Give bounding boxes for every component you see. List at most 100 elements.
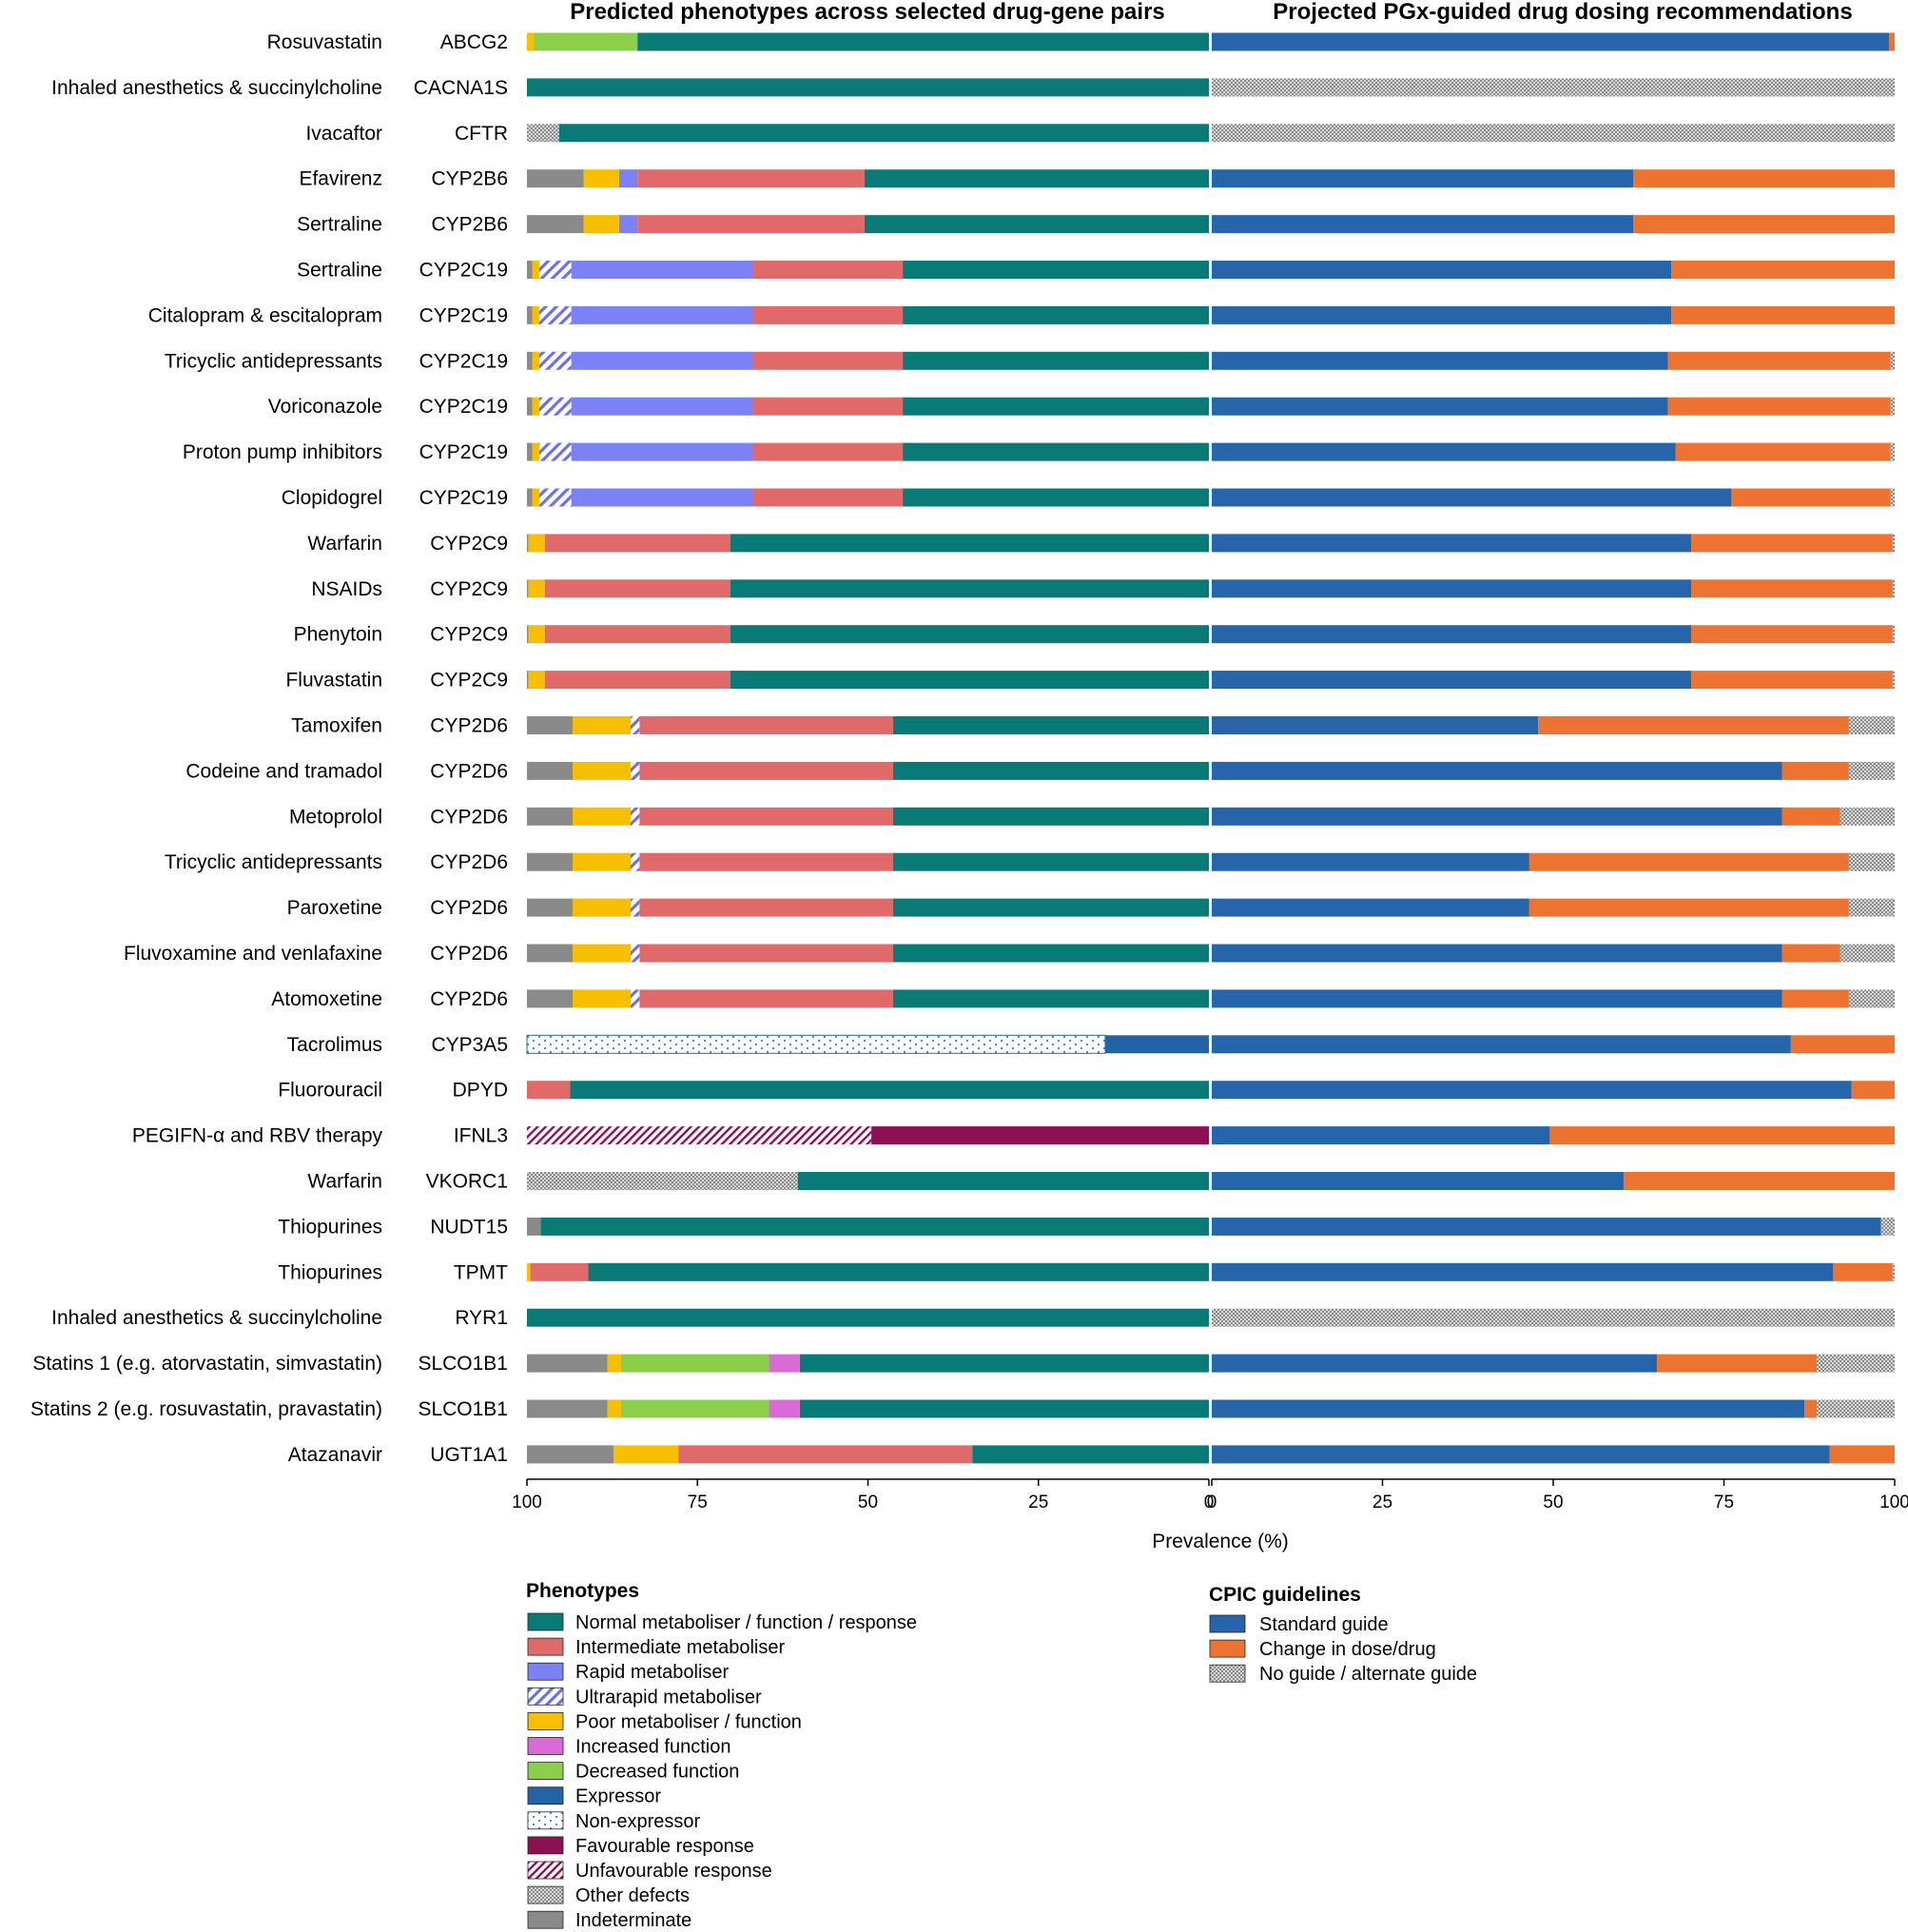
cpic-bar-no-guide-alternate-guide [1817, 1354, 1895, 1373]
cpic-bar-standard-guide [1212, 305, 1672, 324]
phenotype-bar-poor-metaboliser-function [573, 761, 631, 780]
cpic-bar-standard-guide [1212, 625, 1692, 644]
left-tick-label: 0 [1204, 1493, 1215, 1512]
phenotype-bar-normal-metaboliser-function-response [893, 852, 1209, 871]
cpic-bar-change-in-dose-drug [1829, 1445, 1895, 1464]
phenotype-bar-ultrarapid-metaboliser [630, 716, 640, 734]
legend-swatch [527, 1737, 564, 1755]
cpic-bar-standard-guide [1212, 1126, 1550, 1145]
cpic-bar-change-in-dose-drug [1657, 1354, 1818, 1373]
drug-label: Thiopurines [278, 1216, 382, 1238]
phenotype-bar-poor-metaboliser-function [527, 32, 535, 51]
cpic-bar-change-in-dose-drug [1633, 215, 1895, 234]
drug-label: Statins 2 (e.g. rosuvastatin, pravastati… [30, 1398, 382, 1420]
drug-label: Inhaled anesthetics & succinylcholine [51, 1307, 382, 1329]
phenotype-bar-other-defects [527, 124, 559, 143]
phenotype-bar-normal-metaboliser-function-response [903, 488, 1209, 507]
phenotype-bar-intermediate-metaboliser [544, 534, 730, 553]
phenotype-bar-normal-metaboliser-function-response [903, 442, 1209, 461]
drug-label: PEGIFN-α and RBV therapy [132, 1125, 383, 1147]
phenotype-bar-increased-function [769, 1354, 800, 1373]
phenotype-bar-indeterminate [527, 625, 529, 644]
legend-label: Non-expressor [575, 1811, 701, 1832]
cpic-bar-no-guide-alternate-guide [1890, 442, 1895, 461]
phenotype-bar-intermediate-metaboliser [678, 1445, 973, 1464]
gene-label: CYP2B6 [431, 168, 508, 190]
phenotype-bar-poor-metaboliser-function [527, 1262, 531, 1281]
legend-item-increased-function: Increased function [527, 1737, 730, 1758]
phenotype-bar-normal-metaboliser-function-response [797, 1172, 1209, 1190]
phenotype-bar-indeterminate [527, 989, 574, 1008]
phenotype-bar-ultrarapid-metaboliser [538, 351, 572, 370]
legend-swatch [527, 1885, 564, 1904]
row-29-inhaled-anesthetics-succinylcholine-ryr1: Inhaled anesthetics & succinylcholine RYR… [51, 1307, 1895, 1329]
cpic-bar-change-in-dose-drug [1790, 1035, 1895, 1054]
gene-label: CYP2D6 [430, 897, 508, 919]
row-24-fluorouracil-dpyd: Fluorouracil DPYD [278, 1080, 1895, 1102]
legend-item-poor-metaboliser-function: Poor metaboliser / function [527, 1711, 802, 1732]
right-tick-label: 100 [1879, 1493, 1908, 1512]
cpic-bar-change-in-dose-drug [1781, 807, 1840, 826]
phenotype-bar-unfavourable-response [527, 1126, 872, 1145]
cpic-bar-change-in-dose-drug [1538, 716, 1849, 734]
cpic-bar-no-guide-alternate-guide [1892, 579, 1895, 598]
phenotype-bar-normal-metaboliser-function-response [588, 1262, 1209, 1281]
cpic-bar-standard-guide [1212, 215, 1634, 234]
row-16-tamoxifen-cyp2d6: Tamoxifen CYP2D6 [291, 715, 1895, 737]
gene-label: CYP2D6 [430, 715, 508, 737]
drug-label: Inhaled anesthetics & succinylcholine [51, 77, 382, 99]
drug-label: Statins 1 (e.g. atorvastatin, simvastati… [32, 1353, 382, 1375]
phenotype-bar-poor-metaboliser-function [573, 944, 631, 963]
cpic-bar-standard-guide [1212, 898, 1529, 917]
gene-label: TPMT [454, 1261, 508, 1283]
gene-label: CYP2C19 [419, 396, 508, 418]
phenotype-bar-indeterminate [527, 351, 533, 370]
drug-label: Fluvastatin [285, 670, 382, 692]
phenotype-bar-poor-metaboliser-function [613, 1445, 679, 1464]
drug-label: Atazanavir [288, 1444, 382, 1466]
cpic-legend-title: CPIC guidelines [1209, 1584, 1361, 1606]
cpic-bar-change-in-dose-drug [1671, 261, 1895, 279]
legend-label: Intermediate metaboliser [575, 1637, 785, 1658]
legend-swatch [527, 1612, 564, 1631]
drug-label: Fluorouracil [278, 1080, 382, 1102]
drug-label: Paroxetine [287, 897, 382, 919]
phenotypes-legend-title: Phenotypes [526, 1580, 639, 1602]
phenotype-bar-intermediate-metaboliser [753, 442, 904, 461]
phenotype-bar-normal-metaboliser-function-response [903, 351, 1209, 370]
phenotype-bar-poor-metaboliser-function [583, 169, 619, 188]
phenotype-bar-intermediate-metaboliser [639, 898, 894, 917]
phenotype-bar-indeterminate [527, 898, 574, 917]
phenotype-bar-intermediate-metaboliser [527, 1081, 571, 1100]
row-13-nsaids-cyp2c9: NSAIDs CYP2C9 [311, 578, 1895, 600]
drug-label: Proton pump inhibitors [183, 441, 382, 463]
cpic-bar-change-in-dose-drug [1691, 671, 1893, 690]
legend-item-expressor: Expressor [527, 1786, 661, 1807]
legend-item-favourable-response: Favourable response [527, 1836, 754, 1857]
phenotype-bar-intermediate-metaboliser [639, 944, 894, 963]
cpic-bar-standard-guide [1212, 261, 1672, 279]
phenotype-bar-poor-metaboliser-function [528, 534, 545, 553]
phenotype-bar-rapid-metaboliser [571, 305, 754, 324]
row-31-statins-2-e-g-rosuvastatin-pravastatin-slco1b1: Statins 2 (e.g. rosuvastatin, pravastati… [30, 1398, 1895, 1420]
phenotype-bar-intermediate-metaboliser [753, 261, 904, 279]
phenotype-bar-non-expressor [526, 1034, 1106, 1054]
cpic-bar-standard-guide [1212, 944, 1782, 963]
cpic-bar-standard-guide [1212, 1172, 1624, 1190]
phenotype-bar-normal-metaboliser-function-response [570, 1081, 1209, 1100]
cpic-bar-change-in-dose-drug [1731, 488, 1891, 507]
row-28-thiopurines-tpmt: Thiopurines TPMT [278, 1261, 1895, 1283]
phenotype-bar-normal-metaboliser-function-response [893, 944, 1209, 963]
cpic-bar-change-in-dose-drug [1528, 898, 1849, 917]
phenotype-bar-indeterminate [527, 534, 529, 553]
phenotype-bar-normal-metaboliser-function-response [730, 534, 1209, 553]
phenotype-bar-indeterminate [527, 1217, 541, 1236]
gene-label: SLCO1B1 [418, 1398, 508, 1420]
phenotype-bar-intermediate-metaboliser [639, 989, 894, 1008]
phenotype-bar-indeterminate [527, 1445, 614, 1464]
phenotype-bar-rapid-metaboliser [571, 488, 754, 507]
row-11-clopidogrel-cyp2c19: Clopidogrel CYP2C19 [282, 487, 1895, 509]
cpic-bar-standard-guide [1212, 716, 1539, 734]
phenotype-bar-normal-metaboliser-function-response [893, 898, 1209, 917]
gene-label: IFNL3 [454, 1125, 508, 1147]
